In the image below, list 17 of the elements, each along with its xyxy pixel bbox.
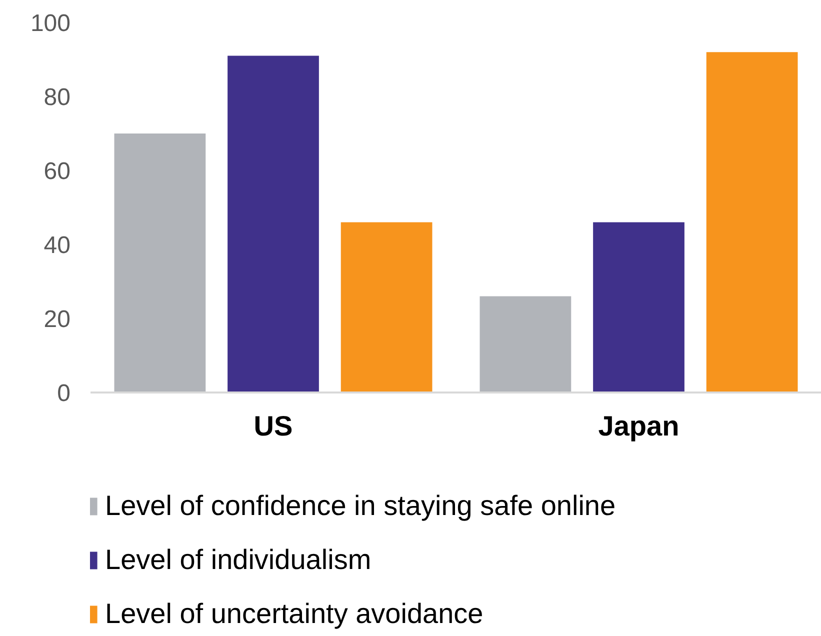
bar — [706, 52, 798, 392]
y-tick-label: 80 — [44, 84, 71, 111]
y-tick-label: 0 — [57, 380, 71, 407]
y-tick-label: 20 — [44, 306, 71, 333]
y-tick-label: 40 — [44, 232, 71, 259]
y-tick-label: 60 — [44, 158, 71, 185]
legend-label: Level of uncertainty avoidance — [105, 598, 484, 630]
bar — [114, 134, 206, 392]
x-tick-label: Japan — [598, 410, 680, 442]
bar — [480, 296, 572, 392]
legend-label: Level of individualism — [105, 544, 372, 576]
x-tick-label: US — [254, 410, 293, 442]
y-tick-label: 100 — [30, 10, 71, 37]
bar — [340, 222, 432, 392]
bar — [593, 222, 684, 392]
legend-label: Level of confidence in staying safe online — [105, 490, 616, 522]
bar — [228, 56, 319, 392]
